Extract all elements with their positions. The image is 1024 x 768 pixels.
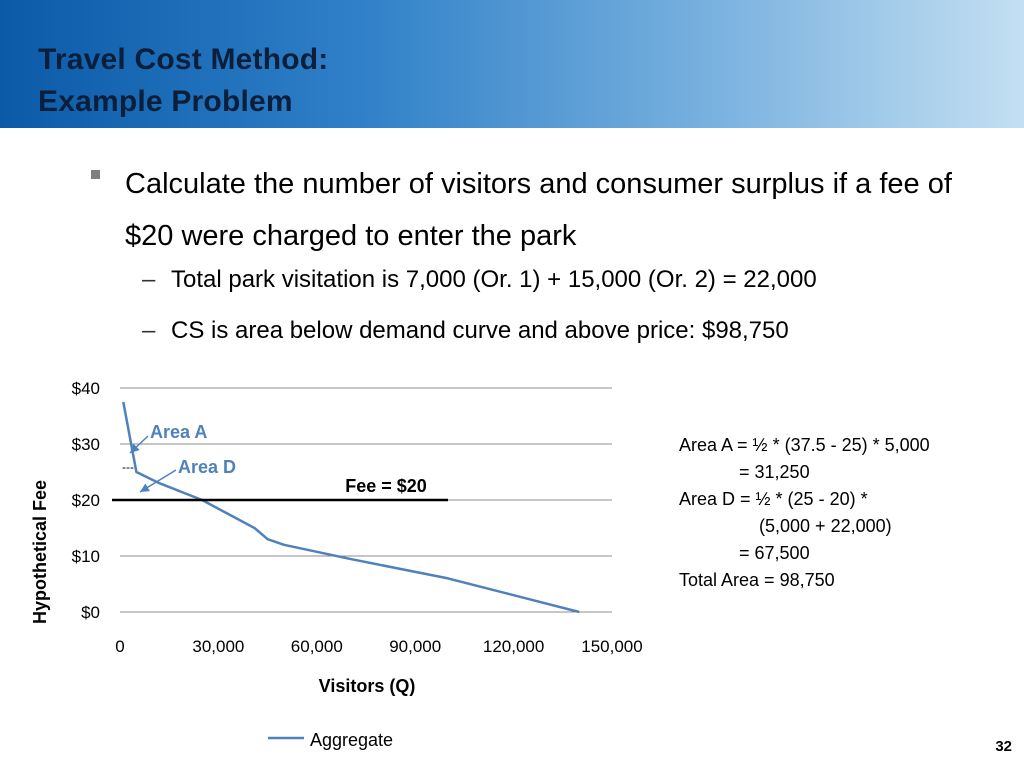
calc-line: (5,000 + 22,000) — [679, 516, 892, 536]
x-tick-label: 120,000 — [483, 637, 544, 656]
sub-bullet-consumer-surplus: CS is area below demand curve and above … — [171, 317, 789, 344]
calc-line: Area A = ½ * (37.5 - 25) * 5,000 — [679, 435, 930, 455]
area-calculation-notes: Area A = ½ * (37.5 - 25) * 5,000 = 31,25… — [679, 432, 930, 594]
series-line-aggregate — [122, 401, 580, 614]
calc-line: = 31,250 — [679, 462, 810, 482]
demand-curve-chart: $0 $10 $20 $30 $40 0 30,000 60,000 90,000 120,00… — [30, 379, 643, 750]
y-tick-label: $30 — [72, 435, 100, 454]
y-tick-label: $10 — [72, 547, 100, 566]
y-axis-label: Hypothetical Fee — [30, 480, 50, 624]
x-tick-label: 0 — [115, 637, 124, 656]
calc-line: = 67,500 — [679, 543, 810, 563]
x-tick-label: 30,000 — [192, 637, 244, 656]
area-d-arrow — [139, 469, 177, 493]
x-tick-label: 60,000 — [291, 637, 343, 656]
chart-annotations: Fee = $20 Area A Area D --- — [112, 422, 448, 502]
y-axis-tick-labels: $0 $10 $20 $30 $40 — [72, 379, 100, 622]
sub-bullet-dash: – — [142, 317, 156, 344]
fee-line-label: Fee = $20 — [345, 476, 427, 496]
title-bar: Travel Cost Method: Example Problem — [0, 0, 1024, 128]
bullet-square-icon — [91, 170, 100, 179]
x-tick-label: 90,000 — [389, 637, 441, 656]
sub-bullet-visitation: Total park visitation is 7,000 (Or. 1) +… — [171, 266, 817, 293]
x-axis-tick-labels: 0 30,000 60,000 90,000 120,000 150,000 — [115, 637, 642, 656]
slide-title-line-1: Travel Cost Method: — [38, 43, 329, 76]
chart-legend: Aggregate — [268, 730, 393, 750]
y-tick-label: $40 — [72, 379, 100, 398]
calc-line: Area D = ½ * (25 - 20) * — [679, 489, 868, 509]
slide-title-line-2: Example Problem — [38, 85, 293, 118]
x-axis-label: Visitors (Q) — [319, 676, 416, 696]
page-number: 32 — [995, 738, 1012, 755]
main-bullet-text: Calculate the number of visitors and con… — [125, 168, 952, 252]
area-a-label: Area A — [150, 422, 207, 442]
y-tick-label: $0 — [81, 603, 100, 622]
y-tick-label: $20 — [72, 491, 100, 510]
calc-line: Total Area = 98,750 — [679, 570, 835, 590]
x-tick-label: 150,000 — [581, 637, 642, 656]
dash-marker: --- — [122, 460, 134, 474]
sub-bullet-dash: – — [142, 266, 156, 293]
legend-label: Aggregate — [310, 730, 393, 750]
area-a-arrow — [129, 435, 149, 454]
area-d-label: Area D — [178, 457, 236, 477]
